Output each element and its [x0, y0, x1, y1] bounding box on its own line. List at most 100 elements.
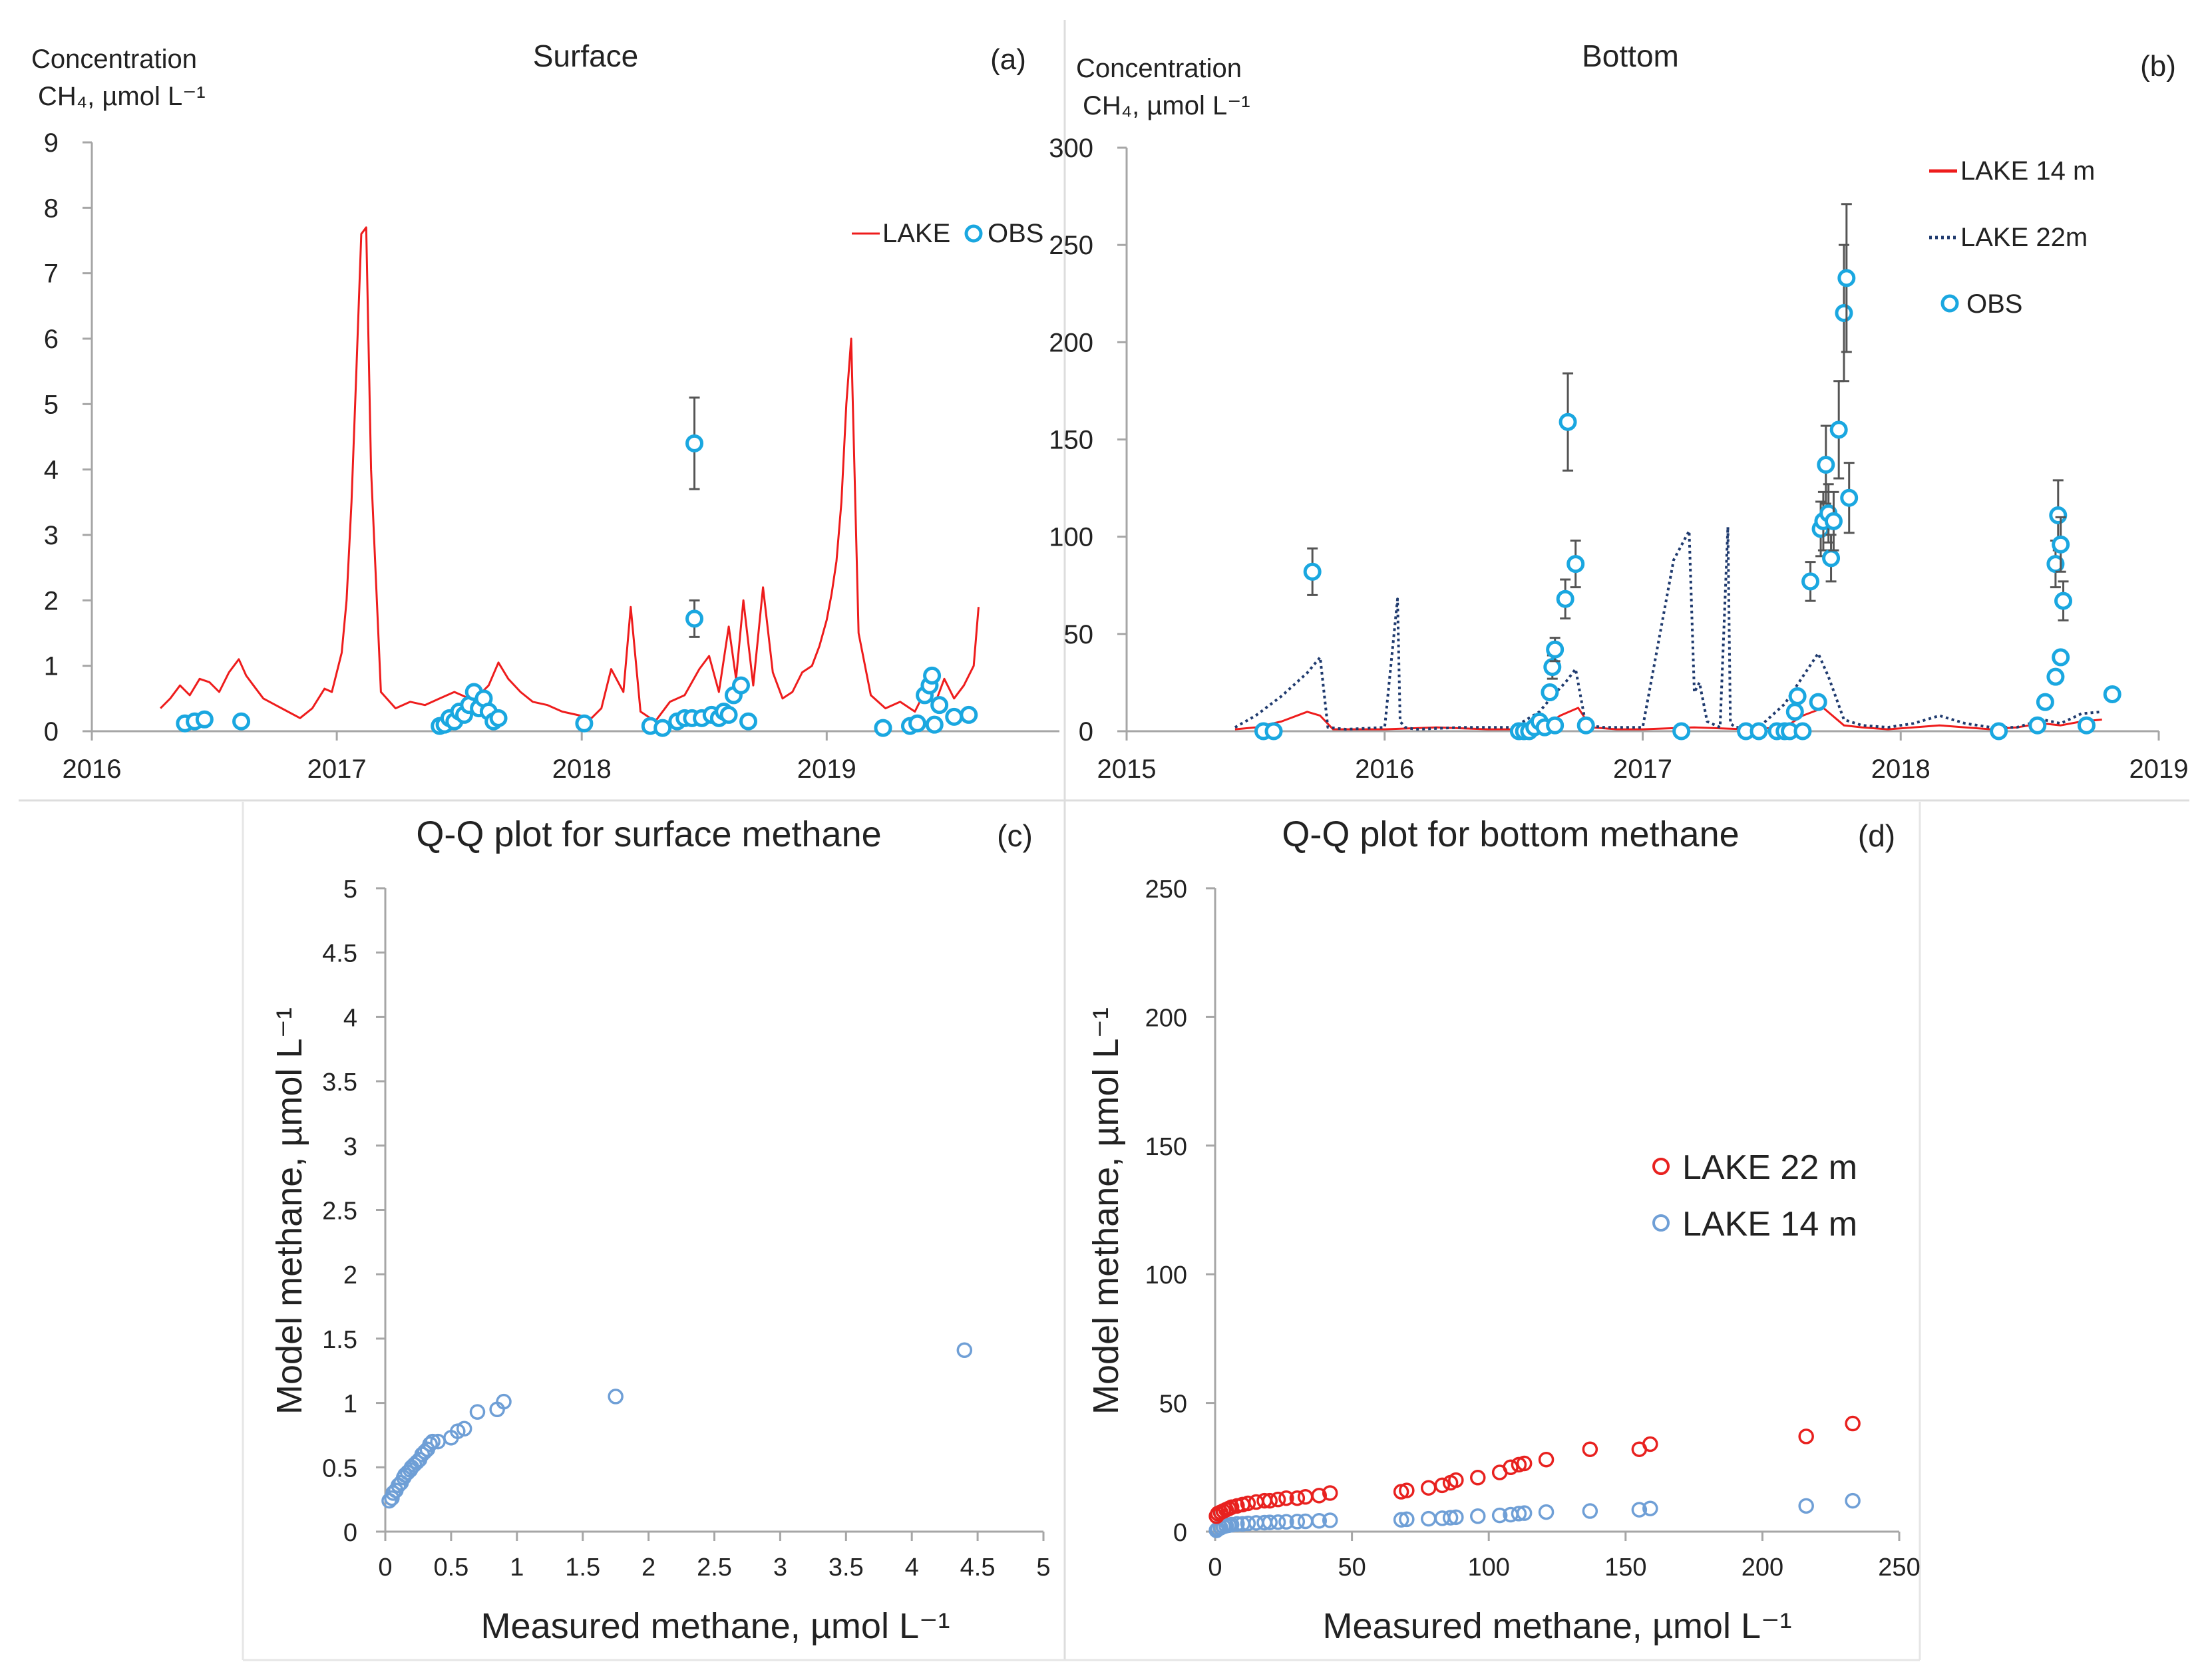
obs-point — [2054, 591, 2073, 610]
obs-point — [1809, 693, 1827, 711]
obs-point — [923, 666, 942, 685]
obs-point — [685, 434, 704, 452]
obs-point — [739, 712, 758, 731]
obs-point — [908, 714, 927, 733]
y-tick-label: 5 — [343, 876, 357, 904]
qq-point-lake-22-m — [1582, 1441, 1598, 1457]
qq-point-lake-14-m — [1322, 1512, 1338, 1528]
qq-point-lake-22-m — [1470, 1470, 1486, 1486]
qq-point-lake-14-m — [1582, 1503, 1598, 1519]
y-tick-label: 50 — [1159, 1391, 1187, 1419]
obs-point — [1793, 722, 1812, 741]
series-line-lake — [160, 226, 980, 723]
x-tick-label: 2018 — [552, 755, 612, 784]
y-tick-label: 3 — [44, 521, 59, 550]
obs-point — [1840, 488, 1859, 507]
y-tick-label: 150 — [1145, 1133, 1187, 1161]
qq-point-surface — [403, 1459, 420, 1476]
qq-point-lake-14-m — [1278, 1514, 1294, 1530]
legend-swatch-lake-22m — [1652, 1158, 1670, 1175]
series-line-lake-22m — [1234, 526, 2102, 731]
qq-point-lake-22-m — [1311, 1488, 1328, 1504]
obs-point — [1835, 303, 1853, 322]
obs-point — [1788, 687, 1807, 705]
obs-point — [2052, 648, 2070, 667]
y-tick-label: 0 — [1173, 1519, 1187, 1547]
panel-label: (a) — [990, 43, 1026, 76]
obs-point — [2046, 667, 2065, 686]
x-tick-label: 150 — [1604, 1554, 1646, 1582]
qq-point-surface — [956, 1342, 973, 1359]
qq-point-lake-22-m — [1262, 1492, 1278, 1509]
obs-point — [930, 696, 949, 715]
legend-swatch-obs — [964, 224, 983, 243]
x-tick-label: 3 — [773, 1554, 787, 1582]
y-tick-label: 3.5 — [322, 1069, 357, 1096]
legend-label-lake-14m: LAKE 14 m — [1682, 1205, 1857, 1244]
x-tick-label: 3.5 — [828, 1554, 864, 1582]
obs-point — [653, 719, 672, 737]
y-tick-label: 250 — [1145, 876, 1187, 904]
y-tick-label: 3 — [343, 1133, 357, 1161]
qq-point-lake-14-m — [1448, 1509, 1464, 1526]
y-tick-label: 0 — [1079, 717, 1093, 747]
obs-point — [731, 676, 750, 695]
qq-point-lake-14-m — [1262, 1514, 1278, 1530]
qq-point-surface — [409, 1454, 425, 1470]
legend-swatch-lake-14m — [1652, 1214, 1670, 1232]
y-tick-label: 0 — [343, 1519, 357, 1547]
qq-point-surface — [608, 1389, 624, 1405]
obs-point — [1785, 703, 1804, 721]
qq-point-lake-14-m — [1399, 1511, 1415, 1528]
obs-point — [945, 707, 964, 726]
x-tick-label: 5 — [1036, 1554, 1050, 1582]
obs-point — [1576, 716, 1595, 735]
qq-point-lake-14-m — [1470, 1508, 1486, 1524]
obs-point — [874, 719, 892, 737]
obs-point — [1546, 716, 1564, 735]
y-tick-label: 50 — [1064, 620, 1094, 649]
y-tick-label: 200 — [1145, 1004, 1187, 1032]
legend-label-lake-14m: LAKE 14 m — [1960, 156, 2095, 186]
obs-point — [575, 714, 594, 733]
legend: LAKE 22 m LAKE 14 m — [1652, 1148, 1857, 1244]
x-tick-label: 2017 — [1613, 755, 1672, 784]
qq-point-lake-14-m — [1289, 1514, 1306, 1530]
qq-point-lake-22-m — [1538, 1451, 1555, 1468]
qq-point-surface — [406, 1456, 423, 1473]
qq-point-lake-14-m — [1642, 1500, 1658, 1516]
qq-point-lake-22-m — [1516, 1455, 1533, 1472]
qq-point-lake-22-m — [1448, 1472, 1464, 1488]
y-axis-label: Model methane, µmol L⁻¹ — [270, 1007, 309, 1415]
x-tick-label: 4.5 — [960, 1554, 996, 1582]
y-tick-label: 2 — [44, 586, 59, 615]
qq-point-surface — [456, 1421, 472, 1437]
chart-title: Q-Q plot for surface methane — [416, 814, 881, 854]
obs-point — [1541, 683, 1559, 702]
obs-point — [2036, 693, 2054, 711]
qq-point-lake-22-m — [1503, 1459, 1519, 1476]
obs-point — [719, 705, 738, 724]
x-tick-label: 1 — [510, 1554, 524, 1582]
qq-point-lake-14-m — [1798, 1498, 1814, 1514]
x-tick-label: 100 — [1467, 1554, 1509, 1582]
legend: LAKE 14 m LAKE 22m OBS — [1929, 156, 2095, 319]
series-line-lake-14-m — [1234, 707, 2102, 731]
obs-point — [2077, 716, 2096, 735]
obs-point — [925, 715, 944, 734]
x-tick-label: 2016 — [63, 755, 122, 784]
x-tick-label: 2018 — [1871, 755, 1931, 784]
y-tick-label: 4 — [44, 456, 59, 485]
qq-point-surface — [385, 1485, 401, 1501]
x-tick-label: 2 — [642, 1554, 655, 1582]
qq-point-lake-22-m — [1278, 1490, 1294, 1506]
qq-point-lake-14-m — [1442, 1510, 1459, 1526]
obs-point — [489, 709, 508, 727]
x-tick-label: 2019 — [797, 755, 856, 784]
y-tick-label: 200 — [1049, 328, 1093, 357]
y-tick-label: 1.5 — [322, 1326, 357, 1354]
qq-point-lake-14-m — [1311, 1513, 1328, 1529]
y-tick-label: 250 — [1049, 231, 1093, 260]
obs-point — [1837, 269, 1856, 287]
